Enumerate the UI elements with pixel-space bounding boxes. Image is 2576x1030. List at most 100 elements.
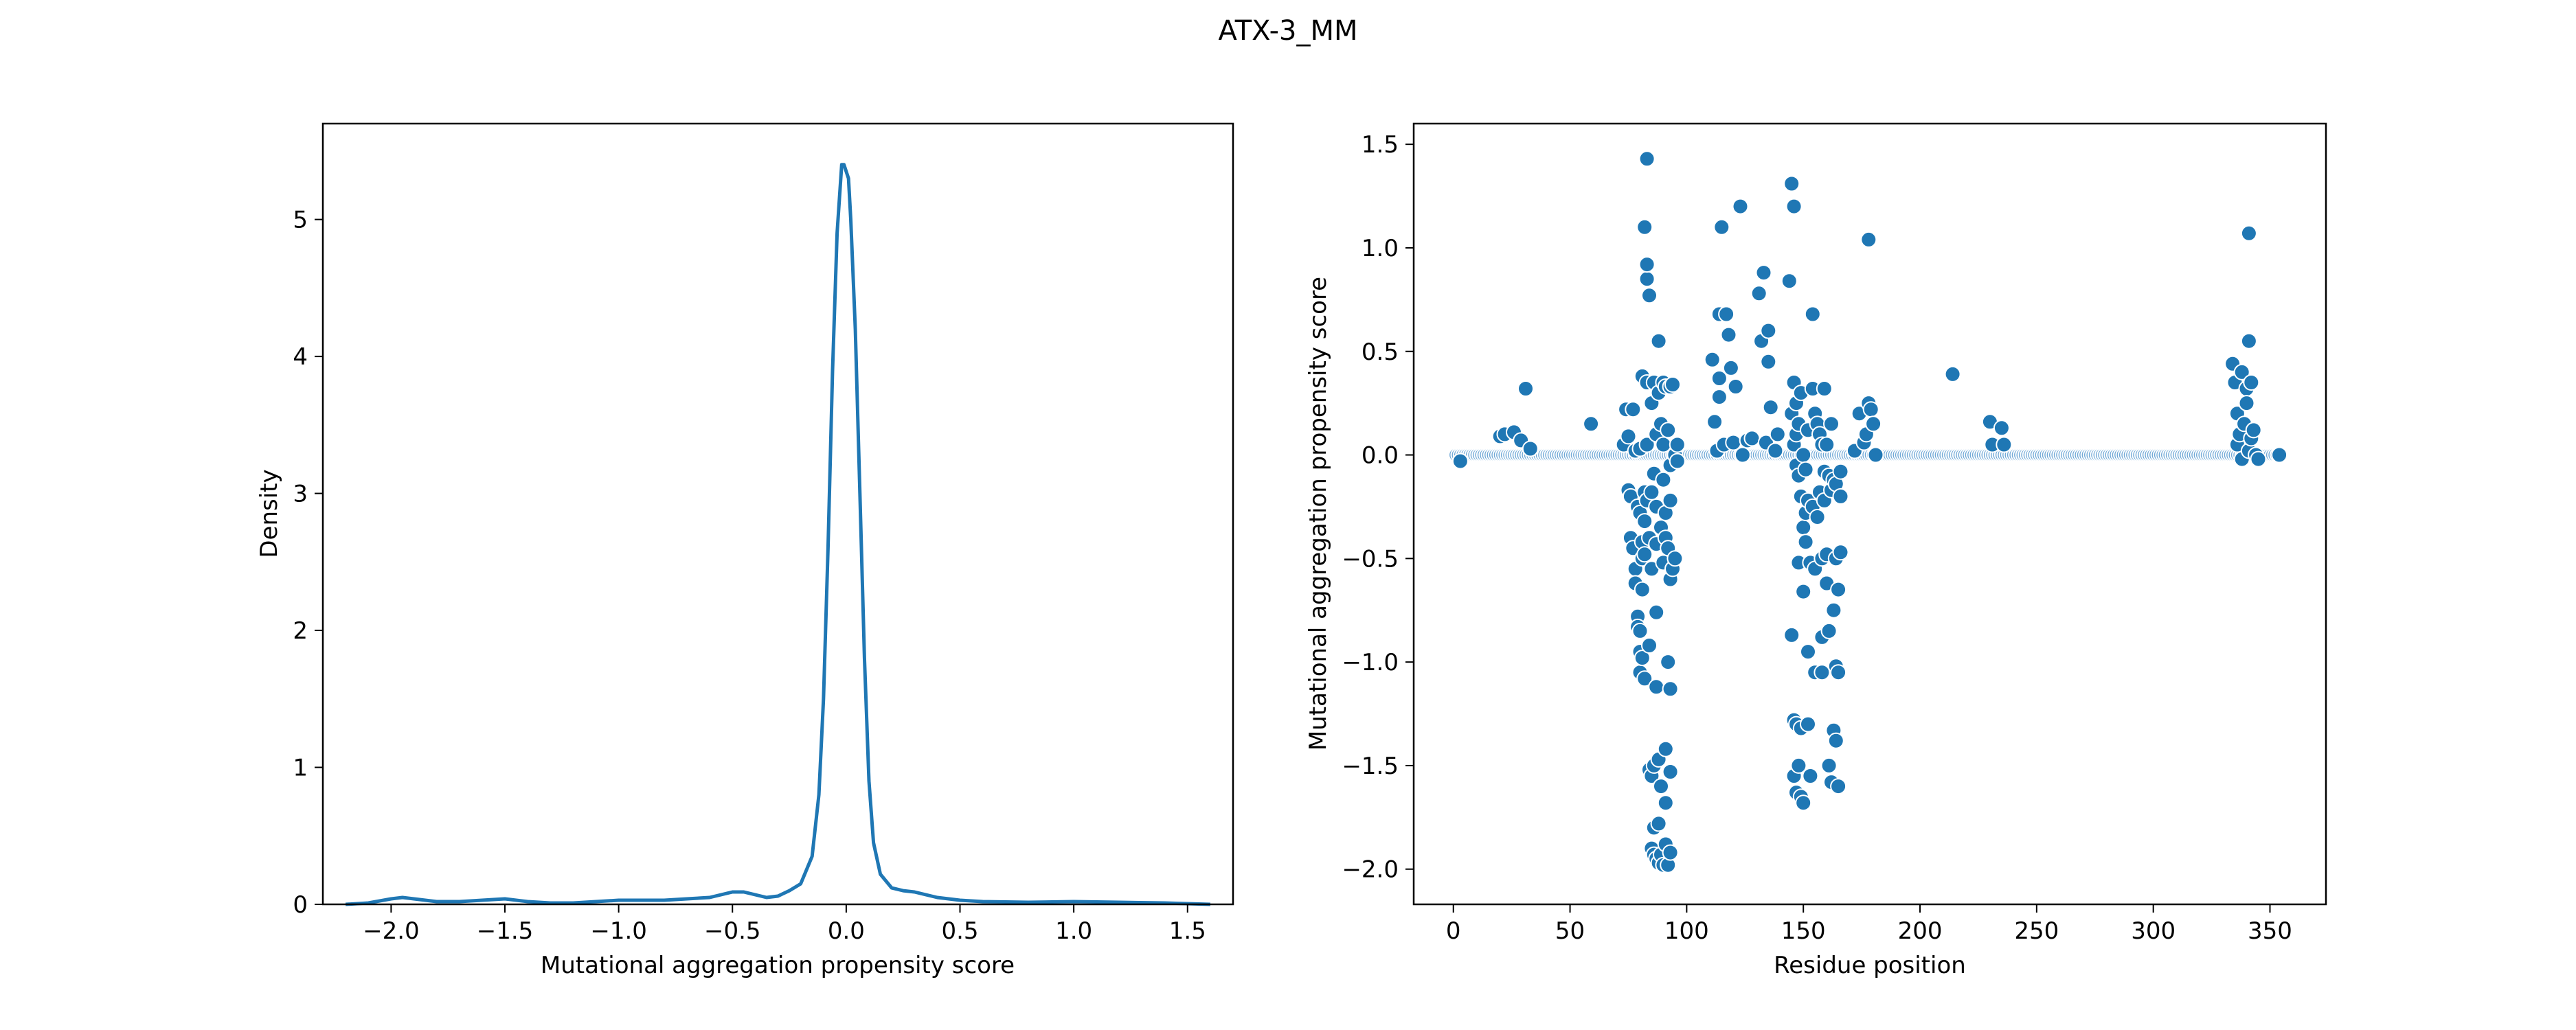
scatter-point	[1795, 794, 1812, 812]
scatter-y-tick-label: −1.5	[1342, 753, 1399, 780]
scatter-point	[1713, 218, 1730, 236]
scatter-point	[1790, 757, 1807, 774]
scatter-y-tick-label: −1.0	[1342, 649, 1399, 676]
scatter-point	[1667, 550, 1684, 567]
figure-title: ATX-3_MM	[1218, 15, 1357, 47]
scatter-x-tick-label: 100	[1664, 917, 1709, 945]
scatter-point	[1710, 389, 1728, 406]
scatter-point	[1636, 218, 1653, 236]
scatter-point	[1669, 436, 1686, 453]
scatter-point	[1636, 546, 1653, 563]
scatter-point	[1802, 768, 1819, 784]
scatter-point	[1641, 637, 1658, 654]
kde-y-tick-label: 4	[293, 343, 308, 371]
scatter-point	[1631, 622, 1649, 639]
scatter-point	[1662, 764, 1679, 780]
scatter-point	[1830, 581, 1847, 598]
scatter-y-tick-label: −2.0	[1342, 856, 1399, 884]
scatter-point	[1814, 664, 1831, 681]
kde-x-tick-label: −2.0	[363, 917, 420, 945]
scatter-point	[1781, 273, 1798, 290]
scatter-point	[1820, 757, 1838, 774]
scatter-point	[1451, 453, 1469, 470]
scatter-x-tick-label: 350	[2248, 917, 2292, 945]
scatter-point	[1722, 359, 1739, 376]
kde-x-axis-label: Mutational aggregation propensity score	[541, 952, 1015, 979]
kde-y-tick-label: 3	[293, 481, 308, 508]
scatter-point	[1648, 678, 1665, 696]
scatter-point	[1706, 413, 1724, 431]
scatter-point	[1657, 794, 1674, 812]
scatter-point	[1638, 436, 1656, 453]
scatter-point	[1634, 581, 1651, 598]
scatter-point	[1625, 401, 1642, 418]
scatter-point	[2233, 363, 2250, 380]
scatter-point	[1865, 415, 1882, 433]
scatter-point	[1650, 815, 1667, 832]
scatter-point	[1783, 175, 1800, 192]
scatter-point	[1830, 778, 1847, 795]
scatter-point	[1823, 415, 1840, 433]
scatter-x-tick-label: 50	[1555, 917, 1585, 945]
scatter-point	[2240, 225, 2257, 242]
scatter-y-tick-label: 1.0	[1362, 235, 1399, 262]
kde-density-line	[345, 163, 1210, 906]
scatter-point	[1993, 420, 2010, 437]
scatter-point	[1797, 461, 1814, 478]
scatter-point	[2250, 450, 2267, 468]
scatter-point	[1862, 401, 1879, 418]
scatter-point	[1648, 604, 1665, 621]
scatter-point	[1827, 732, 1844, 749]
scatter-plot-frame	[1412, 122, 2327, 906]
scatter-point	[1636, 513, 1653, 530]
kde-x-tick-label: 0.0	[828, 917, 865, 945]
scatter-point	[1750, 285, 1767, 302]
scatter-point	[1800, 643, 1816, 661]
scatter-point	[1769, 426, 1786, 443]
scatter-x-axis-label: Residue position	[1774, 952, 1966, 979]
scatter-point	[1795, 519, 1812, 536]
scatter-point	[1760, 322, 1777, 339]
scatter-point	[1662, 844, 1679, 861]
scatter-point	[1655, 471, 1672, 488]
scatter-panel: 0 50 100 150 200 250 300 350 −2.0 −1.5 −1.0 −0.5 0.0…	[1304, 122, 2327, 979]
scatter-point	[1727, 378, 1744, 395]
scatter-point	[1636, 670, 1653, 687]
scatter-point	[1734, 446, 1751, 464]
scatter-point	[1944, 365, 1961, 382]
scatter-point	[1783, 626, 1800, 643]
scatter-point	[1760, 353, 1777, 370]
scatter-point	[1710, 370, 1728, 387]
scatter-point	[1762, 399, 1779, 416]
scatter-point	[2240, 332, 2257, 350]
scatter-x-tick-label: 150	[1781, 917, 1826, 945]
scatter-point	[1643, 483, 1660, 501]
scatter-point	[1641, 287, 1658, 304]
scatter-point	[1620, 428, 1637, 445]
scatter-x-tick-label: 250	[2014, 917, 2059, 945]
scatter-point	[1860, 231, 1877, 248]
kde-x-tick-label: 1.0	[1055, 917, 1092, 945]
kde-x-tick-label: −0.5	[704, 917, 761, 945]
scatter-x-tick-label: 300	[2131, 917, 2176, 945]
scatter-point	[1662, 680, 1679, 698]
kde-plot-frame	[321, 122, 1234, 906]
scatter-point	[1657, 740, 1674, 757]
scatter-y-axis-label: Mutational aggregation propensity score	[1304, 277, 1332, 751]
scatter-point	[1743, 430, 1761, 447]
scatter-point	[1818, 436, 1835, 453]
scatter-y-tick-label: 1.5	[1362, 131, 1399, 159]
scatter-point	[1720, 326, 1737, 343]
scatter-point	[1785, 198, 1803, 215]
scatter-point	[1669, 453, 1686, 470]
scatter-point	[1832, 544, 1849, 561]
scatter-point	[1800, 716, 1816, 733]
scatter-point	[1660, 422, 1677, 439]
scatter-point	[1522, 440, 1539, 457]
scatter-point	[1795, 446, 1812, 464]
scatter-point	[1718, 306, 1735, 323]
scatter-point	[1732, 198, 1749, 215]
scatter-point	[1517, 380, 1534, 397]
scatter-point	[1638, 150, 1656, 168]
